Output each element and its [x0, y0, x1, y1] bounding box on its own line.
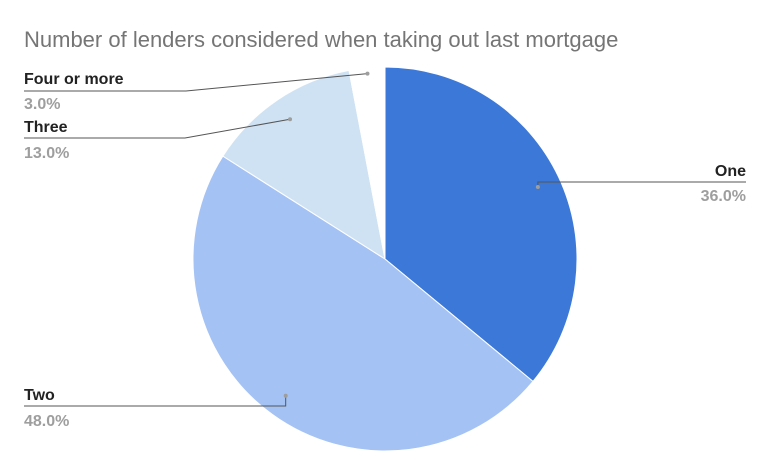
leader-dot-one	[535, 185, 540, 190]
slice-value-one: 36.0%	[701, 188, 746, 205]
slice-value-three: 13.0%	[24, 145, 69, 162]
leader-line-four-or-more	[24, 73, 368, 92]
pie-slice-four-or-more	[348, 66, 386, 260]
leader-dot-two	[283, 393, 288, 398]
leader-dot-four-or-more	[365, 71, 370, 76]
leader-line-three	[24, 118, 291, 139]
slice-label-four-or-more: Four or more	[24, 71, 124, 88]
pie-slice-three	[222, 69, 386, 261]
slice-label-two: Two	[24, 387, 55, 404]
slice-labels: One 36.0% Two 48.0% Three 13.0% Four or more 3.…	[24, 71, 746, 430]
pie-slice-one	[384, 66, 578, 383]
leader-line-two	[24, 395, 287, 407]
chart-title: Number of lenders considered when taking…	[24, 27, 618, 52]
slice-label-one: One	[715, 163, 746, 180]
pie-slices	[192, 66, 578, 452]
pie-slice-two	[192, 155, 534, 452]
slice-value-two: 48.0%	[24, 413, 69, 430]
slice-label-three: Three	[24, 119, 68, 136]
leader-dot-three	[288, 117, 293, 122]
leader-line-one	[537, 181, 746, 188]
slice-value-four-or-more: 3.0%	[24, 96, 60, 113]
